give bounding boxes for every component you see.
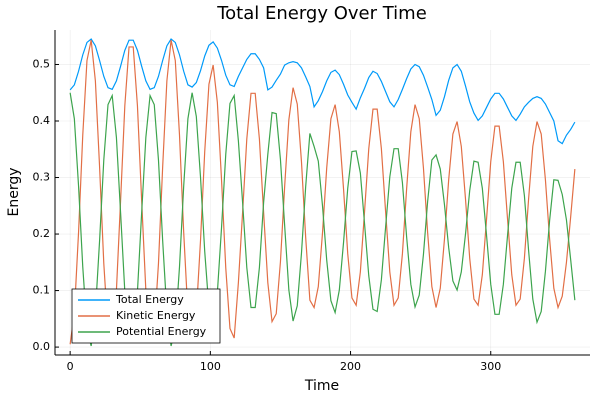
x-tick-label: 300 [480, 360, 501, 373]
x-tick-label: 0 [67, 360, 74, 373]
y-tick-label: 0.2 [33, 227, 51, 240]
chart-title: Total Energy Over Time [216, 3, 427, 24]
y-tick-label: 0.3 [33, 171, 51, 184]
y-tick-label: 0.1 [33, 284, 51, 297]
x-tick-label: 100 [200, 360, 221, 373]
y-axis-label: Energy [6, 167, 22, 216]
legend-label: Potential Energy [116, 325, 207, 338]
y-tick-label: 0.0 [33, 340, 51, 353]
legend-label: Kinetic Energy [116, 309, 196, 322]
data-line [69, 38, 576, 145]
y-tick-label: 0.5 [33, 57, 51, 70]
x-axis-label: Time [304, 378, 339, 394]
x-tick-label: 200 [340, 360, 361, 373]
legend-label: Total Energy [115, 293, 184, 306]
data-line [69, 92, 576, 347]
y-tick-label: 0.4 [33, 114, 51, 127]
